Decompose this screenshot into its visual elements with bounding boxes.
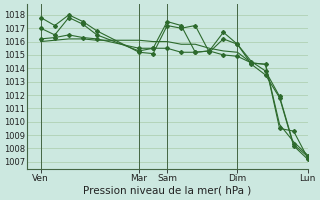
X-axis label: Pression niveau de la mer( hPa ): Pression niveau de la mer( hPa ) <box>83 186 251 196</box>
